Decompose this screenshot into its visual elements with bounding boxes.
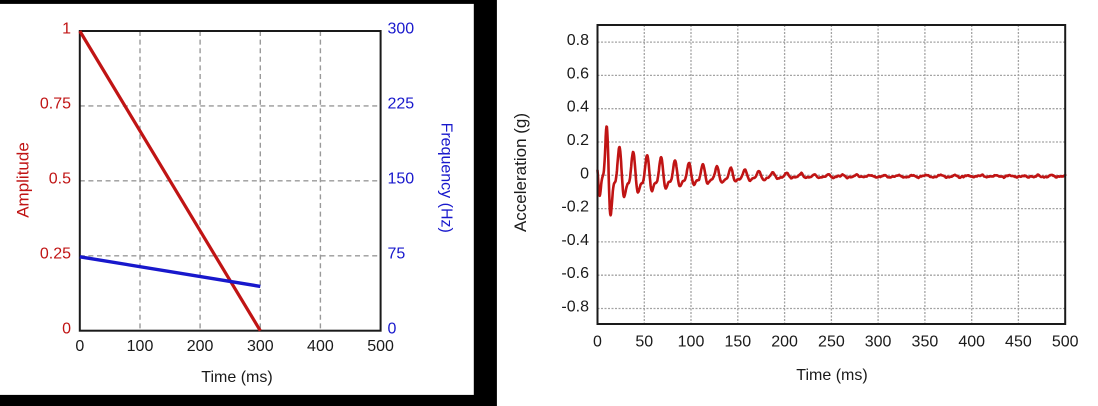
- svg-text:0: 0: [580, 165, 589, 182]
- svg-text:500: 500: [1052, 334, 1079, 351]
- svg-text:100: 100: [678, 334, 705, 351]
- svg-text:0.25: 0.25: [40, 245, 71, 262]
- svg-text:Time (ms): Time (ms): [796, 367, 867, 384]
- svg-text:0.5: 0.5: [49, 170, 71, 187]
- svg-text:0: 0: [62, 320, 71, 337]
- svg-text:150: 150: [388, 170, 415, 187]
- svg-text:Acceleration (g): Acceleration (g): [511, 113, 530, 232]
- svg-text:Frequency (Hz): Frequency (Hz): [438, 123, 455, 233]
- svg-text:0: 0: [593, 334, 602, 351]
- svg-text:-0.2: -0.2: [561, 199, 589, 216]
- svg-text:1: 1: [62, 21, 71, 38]
- svg-text:0: 0: [75, 338, 84, 355]
- svg-text:400: 400: [307, 338, 334, 355]
- svg-text:Amplitude: Amplitude: [13, 142, 32, 218]
- svg-text:0.75: 0.75: [40, 96, 71, 113]
- svg-text:0.6: 0.6: [567, 65, 589, 82]
- svg-text:225: 225: [388, 96, 415, 113]
- svg-text:400: 400: [958, 334, 985, 351]
- svg-text:0.2: 0.2: [567, 132, 589, 149]
- svg-text:0.8: 0.8: [567, 32, 589, 49]
- svg-text:-0.4: -0.4: [561, 232, 589, 249]
- svg-text:300: 300: [247, 338, 274, 355]
- svg-text:100: 100: [127, 338, 154, 355]
- svg-text:-0.8: -0.8: [561, 299, 589, 316]
- svg-text:500: 500: [367, 338, 394, 355]
- svg-text:300: 300: [865, 334, 892, 351]
- svg-text:150: 150: [724, 334, 751, 351]
- svg-text:200: 200: [771, 334, 798, 351]
- svg-text:300: 300: [388, 21, 415, 38]
- svg-text:0: 0: [388, 320, 397, 337]
- svg-text:50: 50: [635, 334, 653, 351]
- svg-text:450: 450: [1005, 334, 1032, 351]
- svg-text:200: 200: [187, 338, 214, 355]
- svg-text:-0.6: -0.6: [561, 265, 589, 282]
- svg-text:0.4: 0.4: [567, 99, 589, 116]
- svg-text:350: 350: [912, 334, 939, 351]
- svg-text:250: 250: [818, 334, 845, 351]
- svg-text:Time (ms): Time (ms): [201, 369, 272, 386]
- svg-text:75: 75: [388, 245, 406, 262]
